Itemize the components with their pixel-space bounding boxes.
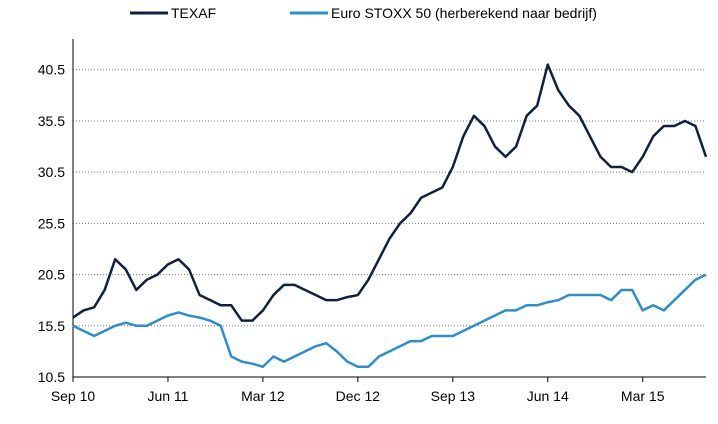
- y-tick-label: 35.5: [38, 113, 65, 129]
- x-tick-label: Mar 15: [621, 388, 665, 404]
- y-tick-label: 30.5: [38, 164, 65, 180]
- x-tick-label: Mar 12: [241, 388, 285, 404]
- legend-label: TEXAF: [171, 5, 216, 21]
- y-tick-label: 40.5: [38, 62, 65, 78]
- y-tick-label: 10.5: [38, 369, 65, 385]
- x-tick-label: Jun 14: [527, 388, 569, 404]
- line-series: [72, 273, 707, 369]
- x-tick-label: Jun 11: [147, 388, 188, 404]
- x-tick-label: Sep 13: [431, 388, 476, 404]
- x-tick-label: Sep 10: [51, 388, 96, 404]
- y-tick-label: 15.5: [38, 318, 65, 334]
- y-tick-label: 20.5: [38, 267, 65, 283]
- x-tick-label: Dec 12: [336, 388, 381, 404]
- y-tick-label: 25.5: [38, 215, 65, 231]
- legend-label: Euro STOXX 50 (herberekend naar bedrijf): [331, 5, 597, 21]
- line-series: [72, 63, 708, 322]
